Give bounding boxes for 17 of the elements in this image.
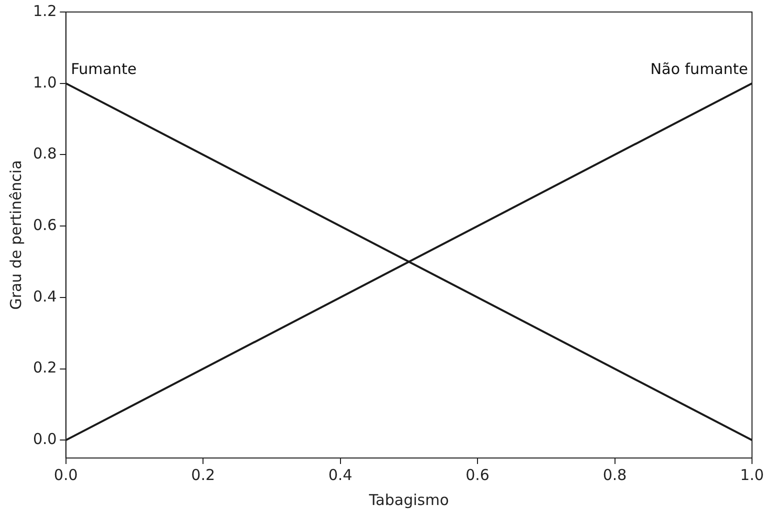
x-tick-label: 0.6: [466, 466, 490, 484]
y-tick-label: 1.0: [32, 73, 57, 92]
y-tick-label: 0.4: [32, 287, 57, 306]
y-tick-label: 0.8: [32, 144, 57, 163]
x-axis-title: Tabagismo: [368, 490, 449, 509]
y-tick-label: 0.2: [32, 358, 57, 377]
y-tick-label: 0.6: [32, 216, 57, 234]
y-tick-label: 1.2: [32, 2, 57, 20]
series-label: Não fumante: [650, 60, 748, 78]
x-tick-label: 0.0: [54, 466, 78, 484]
series-label: Fumante: [70, 60, 137, 78]
y-tick-label: 0.0: [32, 430, 57, 448]
x-tick-label: 0.8: [602, 466, 627, 484]
x-tick-label: 0.4: [328, 466, 352, 484]
y-axis-title: Grau de pertinência: [6, 160, 25, 310]
x-tick-label: 0.2: [191, 466, 216, 484]
x-tick-label: 1.0: [740, 466, 764, 484]
